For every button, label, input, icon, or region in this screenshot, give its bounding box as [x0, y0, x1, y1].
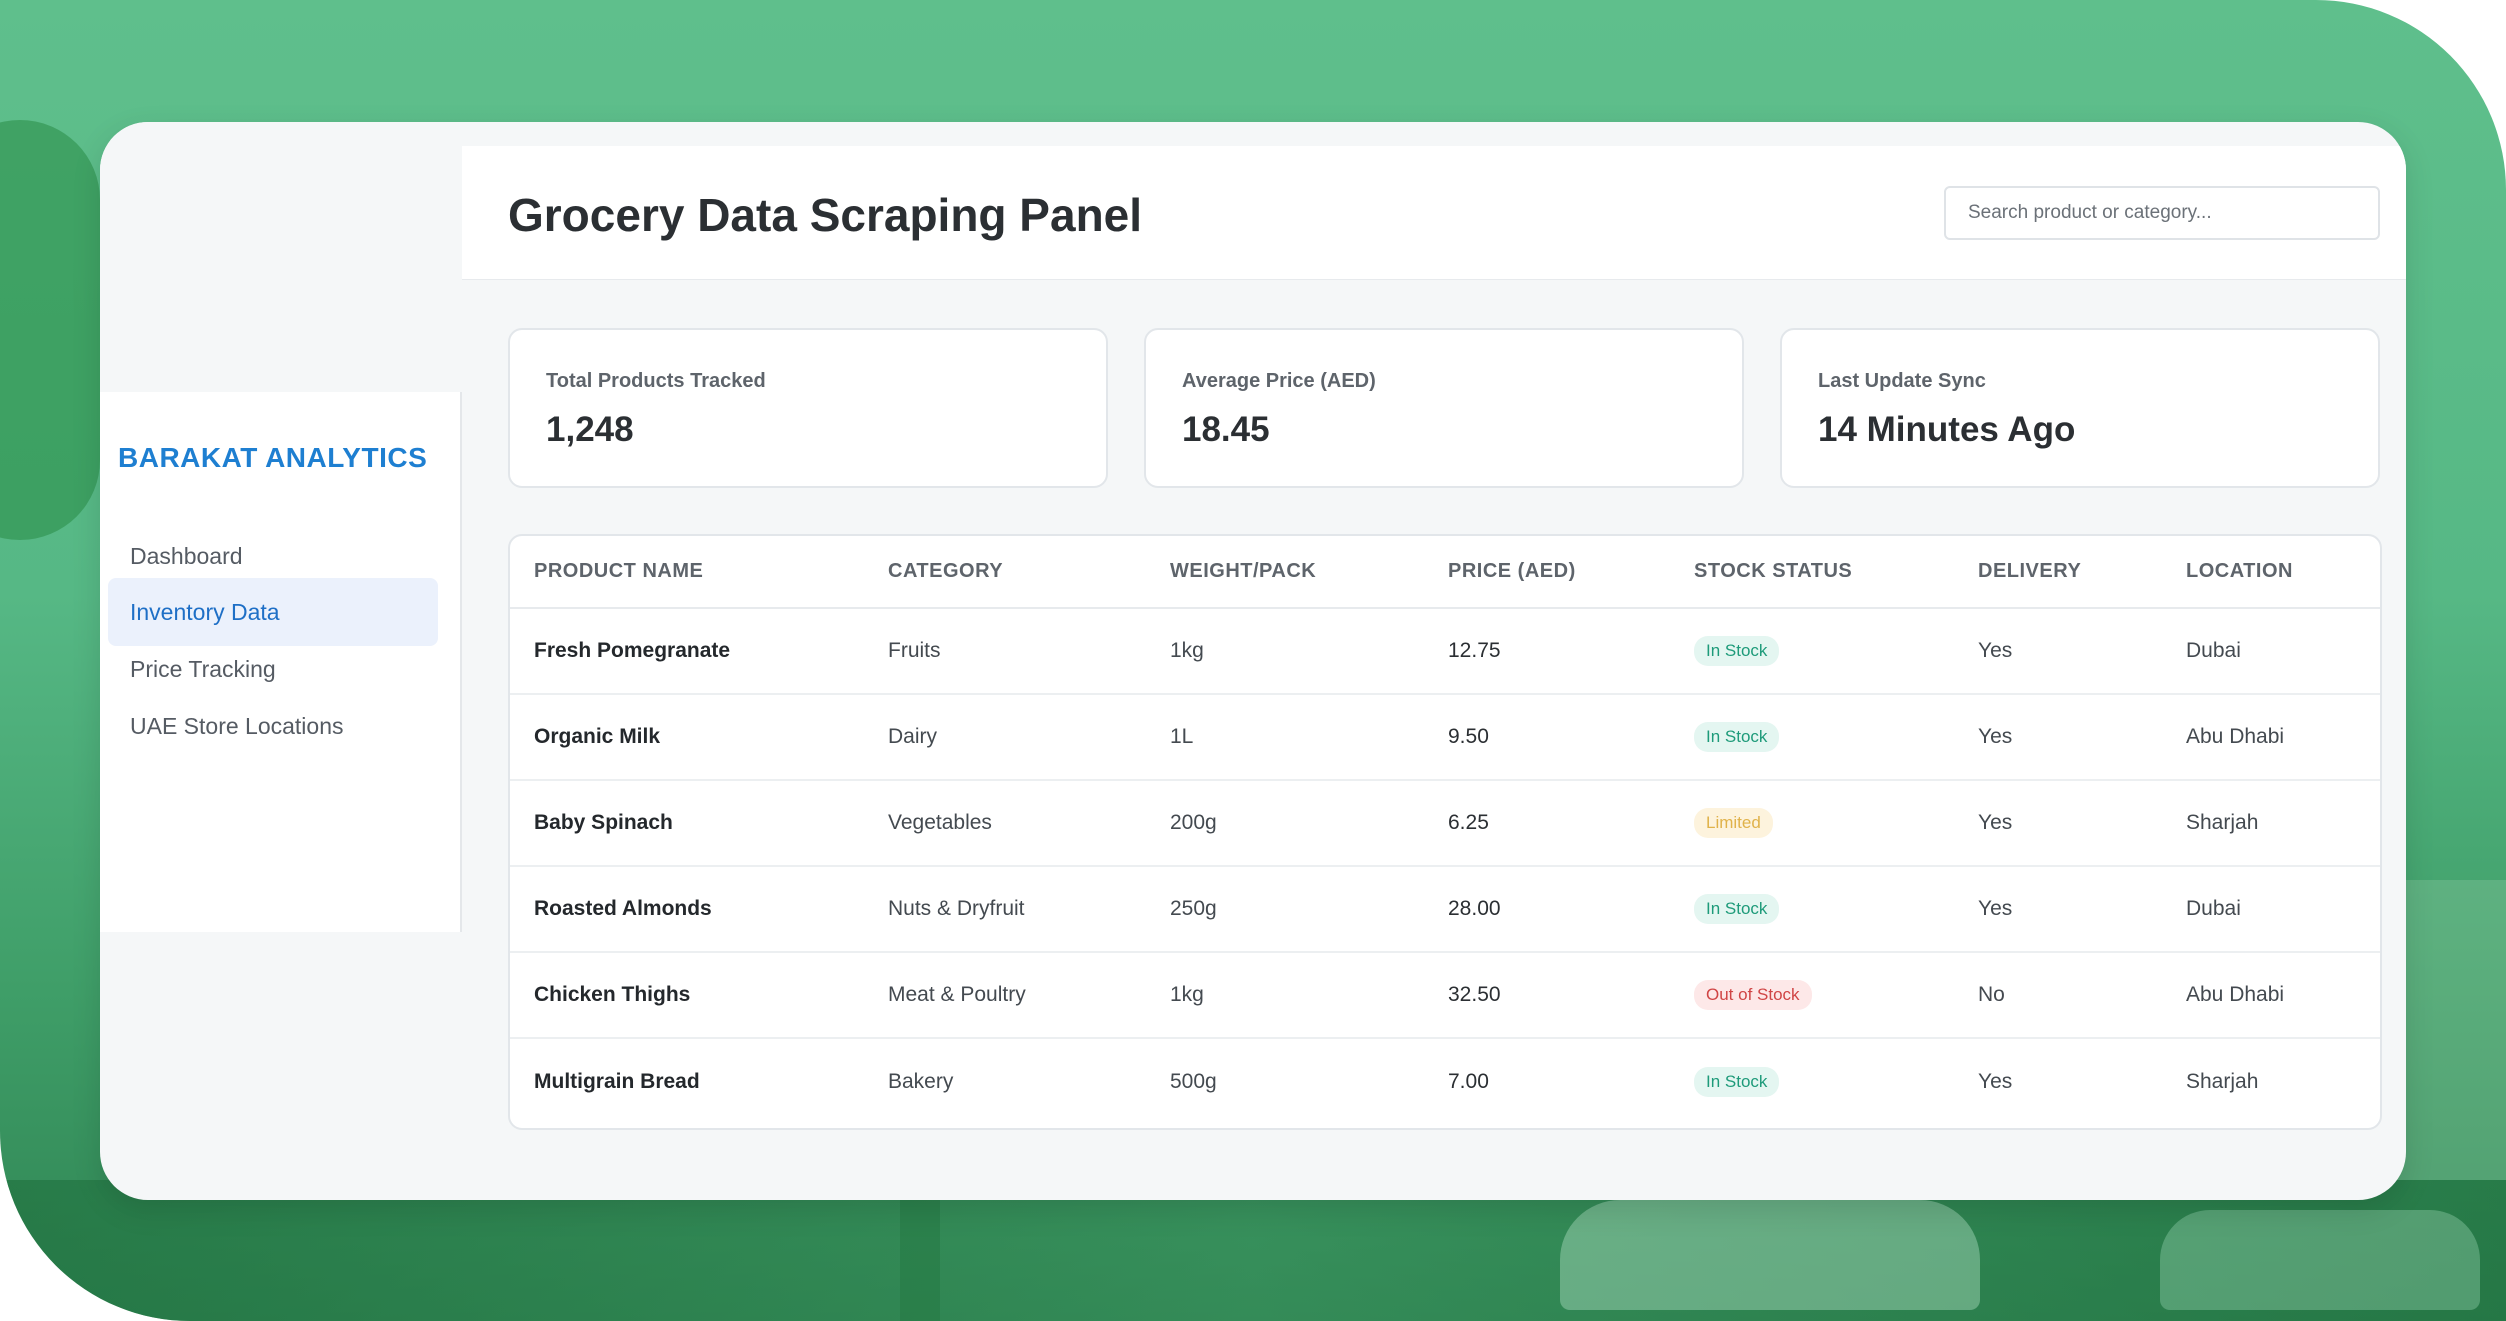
weight-cell: 1kg	[1146, 952, 1424, 1039]
column-header[interactable]: PRODUCT NAME	[510, 536, 864, 609]
price-cell: 7.00	[1448, 1069, 1489, 1093]
stat-value: 18.45	[1182, 410, 1270, 449]
location-cell: Sharjah	[2186, 1069, 2259, 1093]
stat-value: 14 Minutes Ago	[1818, 410, 2076, 449]
table-row[interactable]: Baby Spinach Vegetables 200g 6.25 Limite…	[510, 780, 2380, 867]
price-cell: 6.25	[1424, 780, 1670, 867]
category-cell: Nuts & Dryfruit	[864, 866, 1146, 953]
product-name: Chicken Thighs	[510, 952, 864, 1039]
table-row[interactable]: Roasted Almonds Nuts & Dryfruit 250g 28.…	[510, 866, 2380, 953]
delivery-cell: Yes	[1954, 694, 2162, 781]
page-title: Grocery Data Scraping Panel	[508, 189, 1143, 241]
column-header[interactable]: PRICE (AED)	[1424, 536, 1670, 609]
status-badge: In Stock	[1694, 1066, 1780, 1097]
status-badge: In Stock	[1694, 636, 1780, 666]
location-cell: Abu Dhabi	[2162, 694, 2380, 781]
table-header-row: PRODUCT NAME CATEGORY WEIGHT/PACK PRICE …	[510, 536, 2380, 609]
stock-status-cell: Out of Stock	[1670, 952, 1954, 1039]
background-shape	[0, 1180, 2506, 1321]
category-cell: Fruits	[864, 608, 1146, 695]
weight-cell: 1kg	[1146, 608, 1424, 695]
sidebar-item-label: Inventory Data	[130, 598, 280, 625]
background-shape	[2160, 1210, 2480, 1310]
category-cell: Bakery	[888, 1069, 954, 1093]
page-header: Grocery Data Scraping Panel	[462, 146, 2406, 280]
column-header[interactable]: STOCK STATUS	[1670, 536, 1954, 609]
price-cell: 32.50	[1424, 952, 1670, 1039]
sidebar-item-uae-store-locations[interactable]: UAE Store Locations	[108, 692, 438, 760]
price-cell: 28.00	[1424, 866, 1670, 953]
sidebar-item-label: UAE Store Locations	[130, 712, 344, 739]
table-row[interactable]: Fresh Pomegranate Fruits 1kg 12.75 In St…	[510, 608, 2380, 695]
product-name: Multigrain Bread	[534, 1069, 700, 1093]
table-row[interactable]: Organic Milk Dairy 1L 9.50 In Stock Yes …	[510, 694, 2380, 781]
stock-status-cell: Limited	[1670, 780, 1954, 867]
stock-status-cell: In Stock	[1670, 1038, 1954, 1124]
sidebar-spacer	[100, 122, 462, 392]
category-cell: Dairy	[864, 694, 1146, 781]
sidebar-item-inventory-data[interactable]: Inventory Data	[108, 578, 438, 646]
location-cell: Dubai	[2162, 608, 2380, 695]
inventory-table: PRODUCT NAME CATEGORY WEIGHT/PACK PRICE …	[508, 534, 2382, 1130]
sidebar: BARAKAT ANALYTICS Dashboard Inventory Da…	[100, 392, 462, 932]
table-row[interactable]: Multigrain Bread Bakery 500g 7.00 In Sto…	[510, 1038, 2380, 1124]
category-cell: Meat & Poultry	[864, 952, 1146, 1039]
delivery-cell: Yes	[1954, 780, 2162, 867]
category-cell: Vegetables	[864, 780, 1146, 867]
column-header[interactable]: WEIGHT/PACK	[1146, 536, 1424, 609]
weight-cell: 500g	[1170, 1069, 1217, 1093]
product-name: Fresh Pomegranate	[510, 608, 864, 695]
stat-card-total-products: Total Products Tracked 1,248	[508, 328, 1108, 488]
stock-status-cell: In Stock	[1670, 608, 1954, 695]
stat-card-average-price: Average Price (AED) 18.45	[1144, 328, 1744, 488]
location-cell: Dubai	[2162, 866, 2380, 953]
sidebar-item-price-tracking[interactable]: Price Tracking	[108, 635, 438, 703]
product-name: Organic Milk	[510, 694, 864, 781]
stat-label: Total Products Tracked	[546, 370, 766, 392]
weight-cell: 250g	[1146, 866, 1424, 953]
location-cell: Abu Dhabi	[2162, 952, 2380, 1039]
product-name: Baby Spinach	[510, 780, 864, 867]
stat-label: Last Update Sync	[1818, 370, 1986, 392]
brand-logo: BARAKAT ANALYTICS	[118, 442, 428, 473]
weight-cell: 1L	[1146, 694, 1424, 781]
search-input[interactable]	[1944, 186, 2380, 240]
stock-status-cell: In Stock	[1670, 866, 1954, 953]
column-header[interactable]: CATEGORY	[864, 536, 1146, 609]
weight-cell: 200g	[1146, 780, 1424, 867]
status-badge: In Stock	[1694, 894, 1780, 924]
table-row[interactable]: Chicken Thighs Meat & Poultry 1kg 32.50 …	[510, 952, 2380, 1039]
location-cell: Sharjah	[2162, 780, 2380, 867]
status-badge: Limited	[1694, 808, 1773, 838]
app-window: BARAKAT ANALYTICS Dashboard Inventory Da…	[100, 122, 2406, 1200]
sidebar-item-label: Dashboard	[130, 542, 243, 569]
status-badge: Out of Stock	[1694, 980, 1812, 1010]
column-header[interactable]: DELIVERY	[1954, 536, 2162, 609]
stat-label: Average Price (AED)	[1182, 370, 1376, 392]
stat-value: 1,248	[546, 410, 634, 449]
column-header[interactable]: LOCATION	[2162, 536, 2380, 609]
delivery-cell: Yes	[1978, 1069, 2013, 1093]
delivery-cell: Yes	[1954, 866, 2162, 953]
sidebar-item-label: Price Tracking	[130, 655, 276, 682]
price-cell: 12.75	[1424, 608, 1670, 695]
product-name: Roasted Almonds	[510, 866, 864, 953]
delivery-cell: Yes	[1954, 608, 2162, 695]
stock-status-cell: In Stock	[1670, 694, 1954, 781]
background-shape	[0, 120, 100, 540]
status-badge: In Stock	[1694, 722, 1780, 752]
price-cell: 9.50	[1424, 694, 1670, 781]
background-shape	[900, 1190, 940, 1321]
sidebar-item-dashboard[interactable]: Dashboard	[108, 522, 438, 590]
background-shape	[1560, 1200, 1980, 1310]
delivery-cell: No	[1954, 952, 2162, 1039]
stat-card-last-update: Last Update Sync 14 Minutes Ago	[1780, 328, 2380, 488]
